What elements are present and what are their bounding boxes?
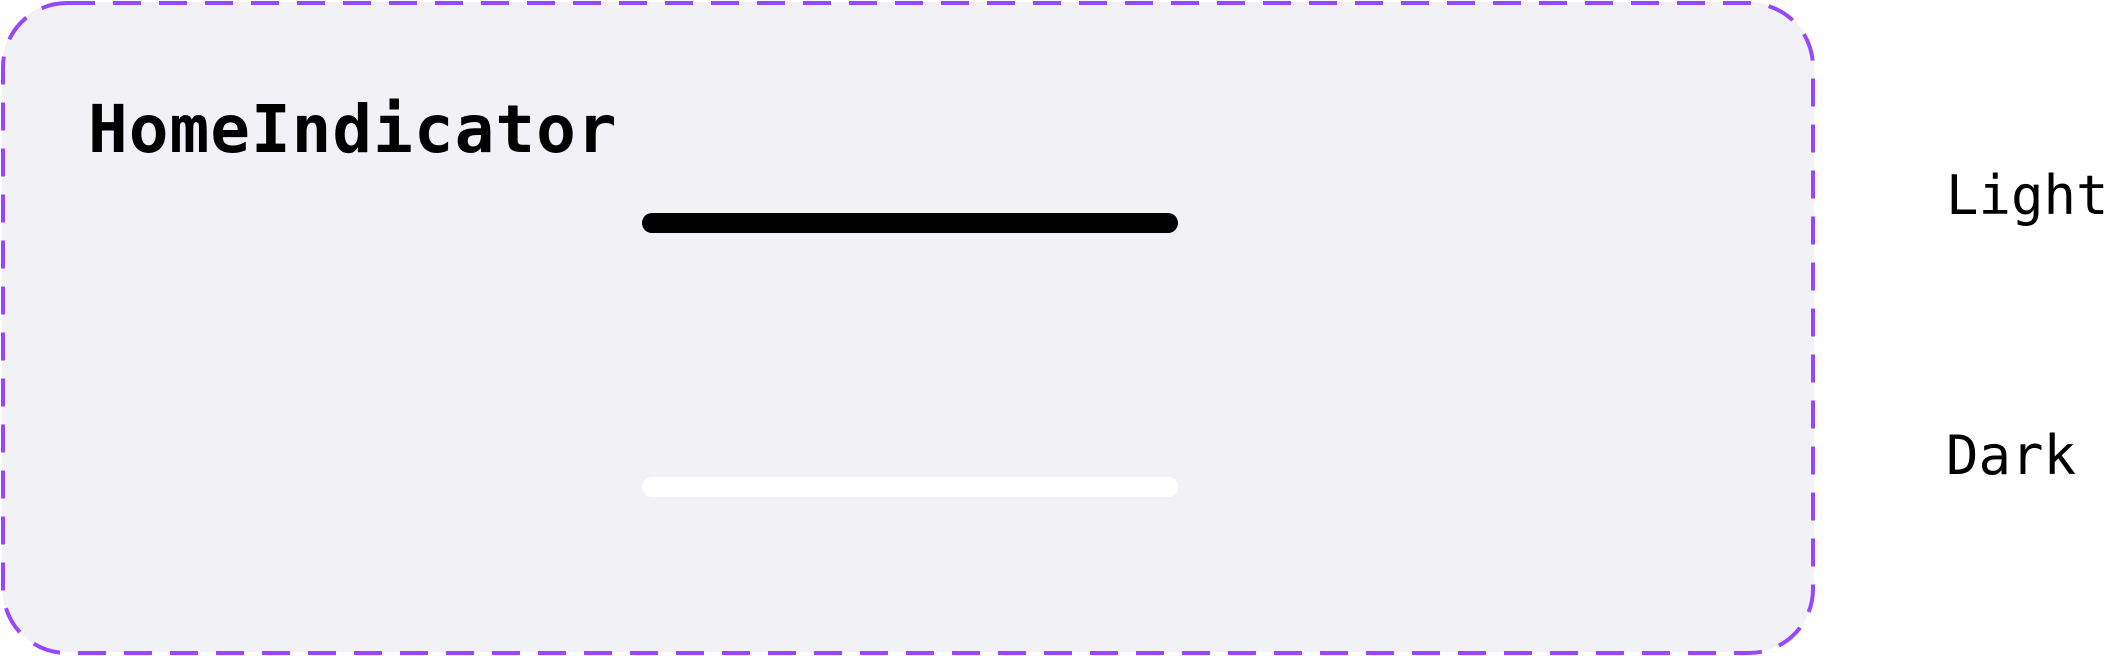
home-indicator-light[interactable]: [642, 213, 1178, 233]
component-set-frame[interactable]: HomeIndicator: [2, 2, 1814, 652]
component-title: HomeIndicator: [88, 91, 618, 168]
home-indicator-dark[interactable]: [642, 477, 1178, 497]
variant-label-light: Light: [1946, 164, 2109, 227]
variant-label-dark: Dark: [1946, 424, 2077, 487]
